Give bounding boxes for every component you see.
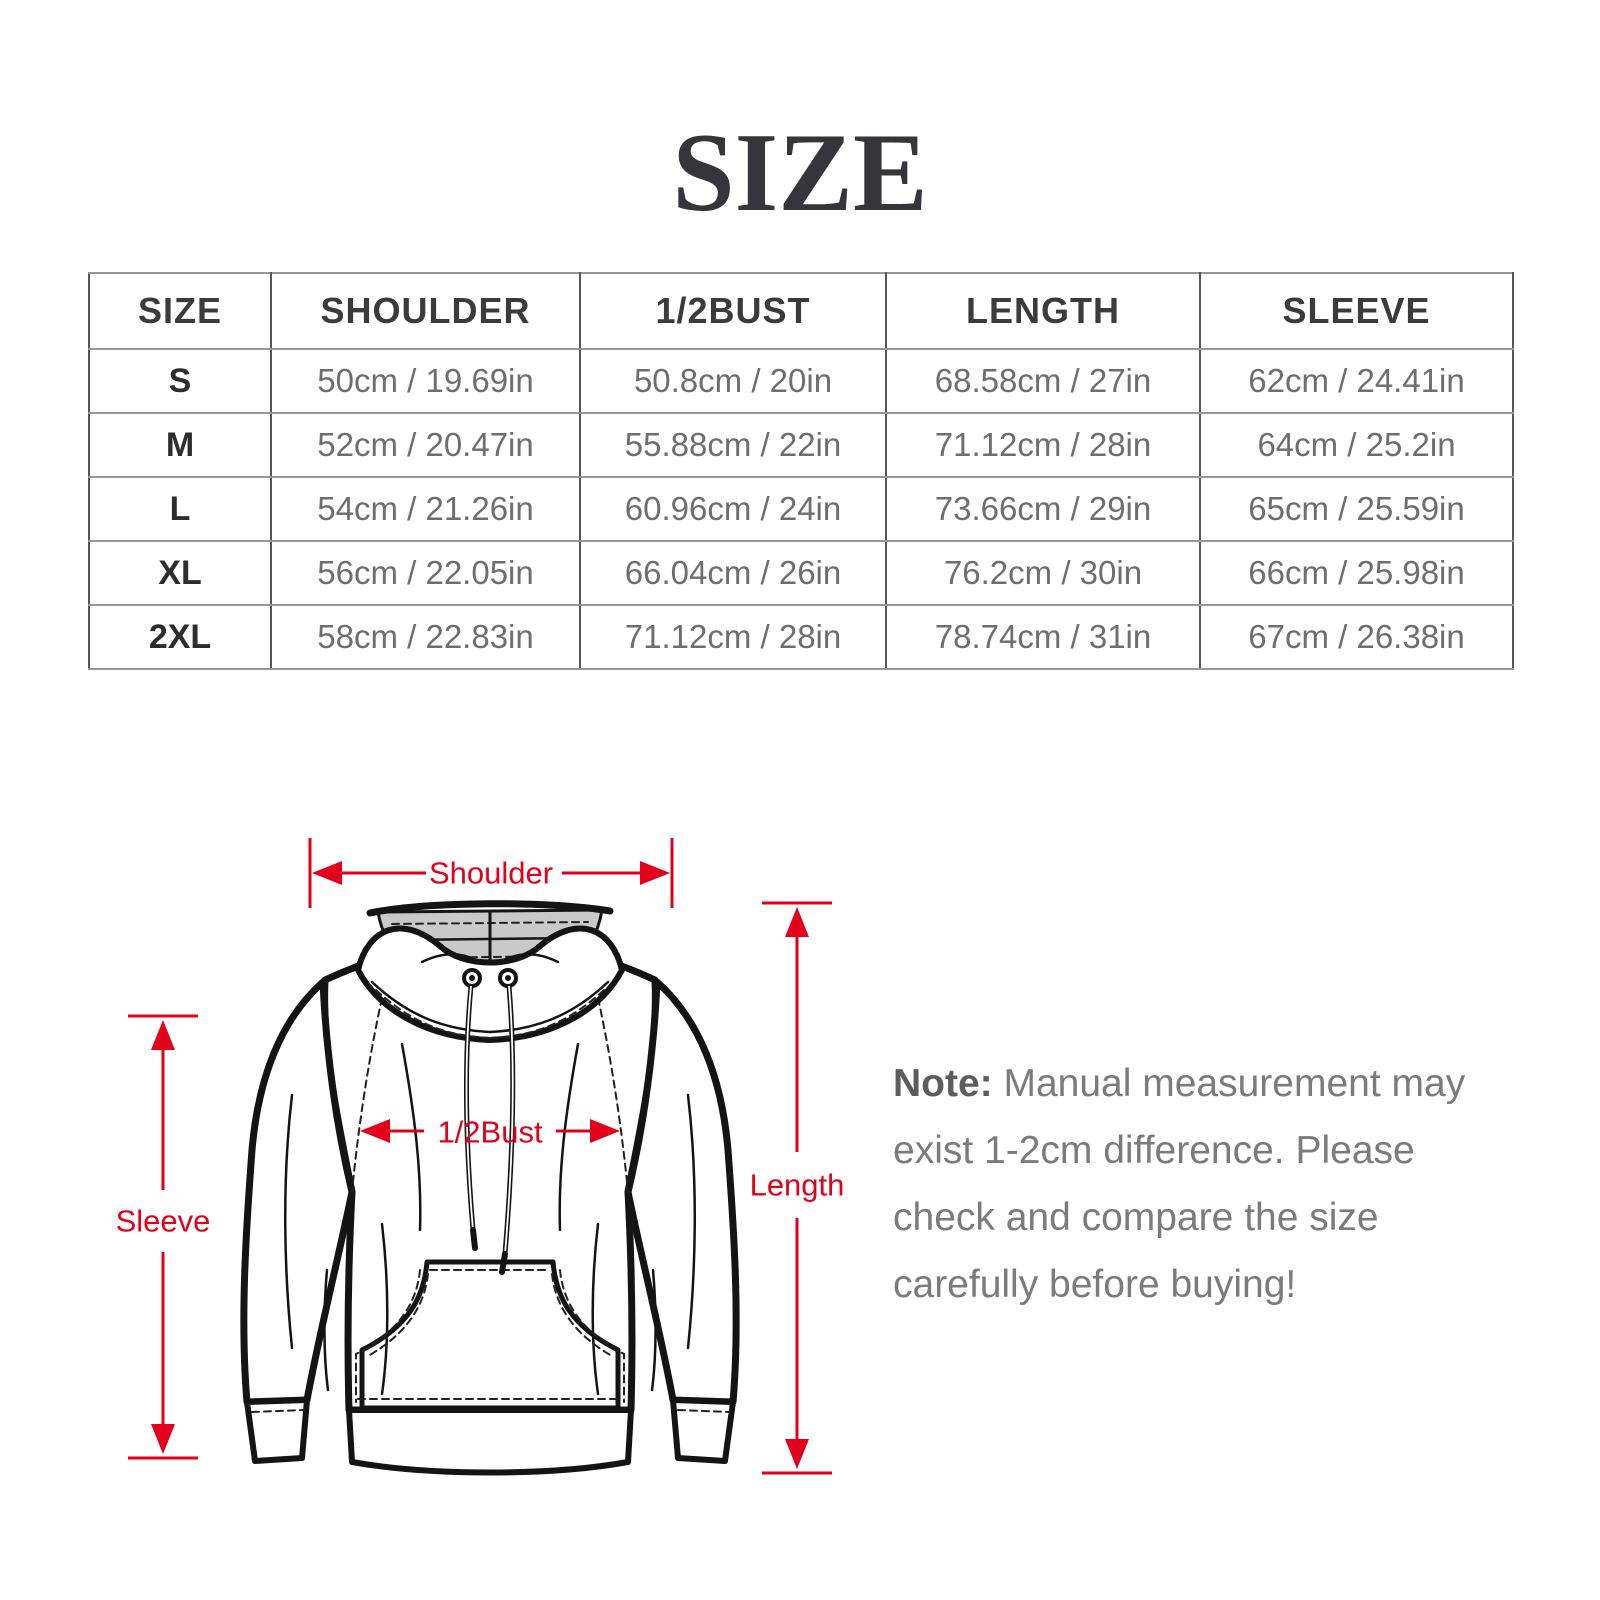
header-half-bust: 1/2BUST <box>579 272 887 350</box>
table-row: M 52cm / 20.47in 55.88cm / 22in 71.12cm … <box>88 412 1514 478</box>
cell-shoulder: 52cm / 20.47in <box>270 412 581 478</box>
hoodie-left-cuff <box>244 1397 310 1464</box>
hoodie-hem-band <box>346 1407 634 1476</box>
cell-sleeve: 66cm / 25.98in <box>1199 540 1514 606</box>
cell-length: 76.2cm / 30in <box>885 540 1201 606</box>
half-bust-dimension: 1/2Bust <box>360 1115 620 1150</box>
shoulder-dimension-label: Shoulder <box>429 856 553 891</box>
hoodie-sketch <box>240 900 740 1476</box>
sleeve-dimension-label: Sleeve <box>116 1204 211 1239</box>
cell-length: 71.12cm / 28in <box>885 412 1201 478</box>
cell-sleeve: 62cm / 24.41in <box>1199 348 1514 414</box>
table-row: L 54cm / 21.26in 60.96cm / 24in 73.66cm … <box>88 476 1514 542</box>
cell-size: XL <box>88 540 272 606</box>
length-dimension-label: Length <box>750 1168 845 1203</box>
hoodie-pocket <box>359 1259 621 1411</box>
cell-sleeve: 64cm / 25.2in <box>1199 412 1514 478</box>
fabric-creases <box>284 1042 696 1396</box>
cell-size: M <box>88 412 272 478</box>
note-line: exist 1-2cm difference. Please <box>893 1129 1415 1172</box>
cell-length: 78.74cm / 31in <box>885 604 1201 670</box>
length-dimension: Length <box>750 901 845 1475</box>
header-sleeve: SLEEVE <box>1199 272 1514 350</box>
cell-shoulder: 54cm / 21.26in <box>270 476 581 542</box>
hoodie-measurement-diagram: Shoulder 1/2Bust Length Sleeve <box>116 838 845 1476</box>
cell-half-bust: 66.04cm / 26in <box>579 540 887 606</box>
hoodie-right-cuff <box>670 1397 736 1464</box>
half-bust-dimension-label: 1/2Bust <box>437 1115 543 1150</box>
cell-shoulder: 56cm / 22.05in <box>270 540 581 606</box>
note-line: Note: Manual measurement may <box>893 1050 1473 1117</box>
size-table: SIZE SHOULDER 1/2BUST LENGTH SLEEVE S 50… <box>88 272 1514 670</box>
cell-size: 2XL <box>88 604 272 670</box>
cell-half-bust: 71.12cm / 28in <box>579 604 887 670</box>
note-label: Note: <box>893 1062 993 1105</box>
cell-half-bust: 50.8cm / 20in <box>579 348 887 414</box>
cell-size: L <box>88 476 272 542</box>
header-length: LENGTH <box>885 272 1201 350</box>
shoulder-dimension: Shoulder <box>308 838 674 908</box>
hood-collar <box>355 925 625 1043</box>
page-title: SIZE <box>672 111 928 235</box>
cell-half-bust: 60.96cm / 24in <box>579 476 887 542</box>
stitch-lines <box>251 997 731 1413</box>
note-line: check and compare the size <box>893 1196 1379 1239</box>
measurement-note: Note: Manual measurement may exist 1-2cm… <box>893 1050 1473 1318</box>
cell-size: S <box>88 348 272 414</box>
header-shoulder: SHOULDER <box>270 272 581 350</box>
header-size: SIZE <box>88 272 272 350</box>
cell-half-bust: 55.88cm / 22in <box>579 412 887 478</box>
table-row: 2XL 58cm / 22.83in 71.12cm / 28in 78.74c… <box>88 604 1514 670</box>
note-text: Manual measurement may <box>1003 1062 1466 1105</box>
cell-shoulder: 58cm / 22.83in <box>270 604 581 670</box>
table-header-row: SIZE SHOULDER 1/2BUST LENGTH SLEEVE <box>88 272 1514 350</box>
hoodie-hood <box>355 900 625 1275</box>
cell-sleeve: 65cm / 25.59in <box>1199 476 1514 542</box>
note-line: carefully before buying! <box>893 1263 1297 1306</box>
sleeve-dimension: Sleeve <box>116 1014 211 1460</box>
table-row: XL 56cm / 22.05in 66.04cm / 26in 76.2cm … <box>88 540 1514 606</box>
cell-sleeve: 67cm / 26.38in <box>1199 604 1514 670</box>
cell-shoulder: 50cm / 19.69in <box>270 348 581 414</box>
cell-length: 73.66cm / 29in <box>885 476 1201 542</box>
cell-length: 68.58cm / 27in <box>885 348 1201 414</box>
table-row: S 50cm / 19.69in 50.8cm / 20in 68.58cm /… <box>88 348 1514 414</box>
